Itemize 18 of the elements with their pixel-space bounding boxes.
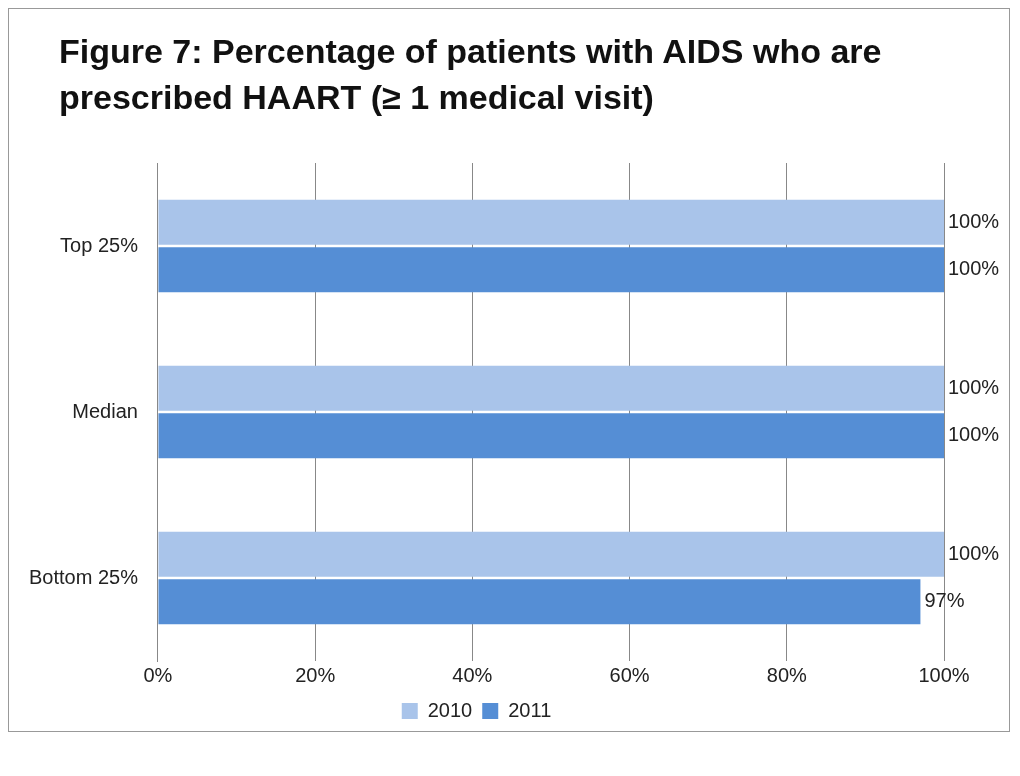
data-label: 97%	[924, 588, 965, 611]
data-label: 100%	[948, 375, 1000, 398]
x-tick-label: 80%	[766, 663, 808, 686]
data-label: 100%	[948, 209, 1000, 232]
y-tick-label: Top 25%	[60, 233, 139, 256]
x-tick-label: 40%	[452, 663, 493, 686]
x-tick-label: 100%	[918, 663, 970, 686]
y-tick-label: Bottom 25%	[28, 565, 139, 588]
x-tick-label: 20%	[295, 663, 336, 686]
x-tick-label: 60%	[609, 663, 650, 686]
legend-label: 2011	[508, 698, 552, 721]
x-tick-label: 0%	[143, 663, 173, 686]
y-tick-label: Median	[72, 399, 138, 422]
data-label: 100%	[948, 422, 1000, 445]
data-label: 100%	[948, 256, 1000, 279]
chart-title: Figure 7: Percentage of patients with AIDS who are prescribed HAART (≥ 1 medical visit)	[58, 31, 883, 118]
legend-label: 2010	[427, 698, 473, 721]
data-label: 100%	[948, 541, 1000, 564]
